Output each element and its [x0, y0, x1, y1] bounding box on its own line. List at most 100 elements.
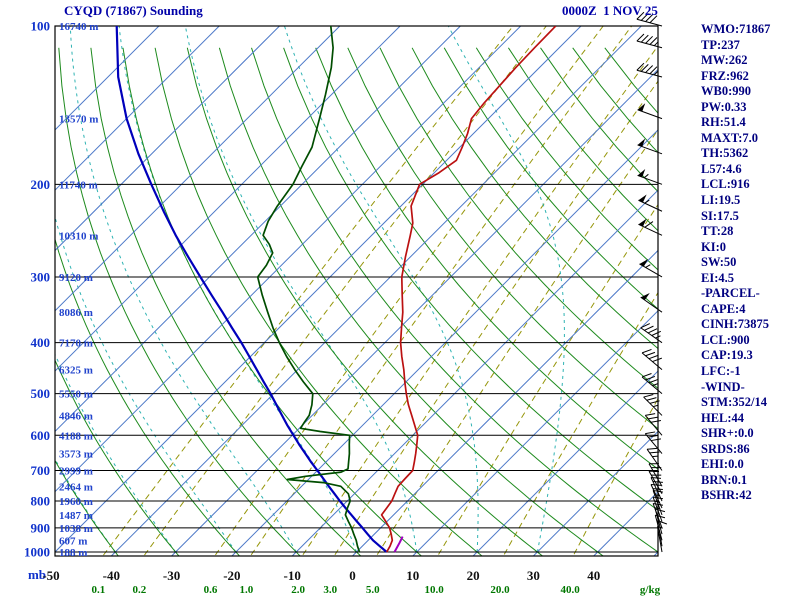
height-label: 6325 m: [59, 365, 93, 377]
mixing-ratio-label: 5.0: [366, 584, 380, 596]
wind-barb-staff: [652, 490, 663, 516]
temp-axis-label: 10: [406, 568, 419, 583]
isotherm-line: [55, 26, 220, 191]
wind-barb-tick: [652, 488, 663, 490]
index-line: L57:4.6: [701, 161, 742, 176]
index-line: PW:0.33: [701, 99, 747, 114]
wind-barb-staff: [656, 526, 663, 553]
pressure-axis-label: 700: [31, 463, 51, 478]
wind-barb-staff: [640, 296, 663, 313]
wind-barb-tick: [640, 34, 649, 43]
wind-barb-tick: [649, 66, 658, 75]
wind-barb-tick: [650, 420, 662, 423]
wind-barb-tick: [652, 481, 663, 483]
wind-barb-tick: [645, 14, 654, 22]
dry-adiabat-line: [55, 459, 119, 556]
wind-barb-staff: [641, 376, 663, 395]
wind-barb-tick: [648, 416, 659, 420]
wind-barb-tick: [648, 354, 659, 360]
height-label: 8086 m: [59, 307, 93, 319]
mixing-ratio-label: 3.0: [323, 584, 337, 596]
wind-barb-staff: [641, 352, 663, 370]
moist-adiabat-line: [55, 353, 177, 553]
pressure-axis-label: 100: [31, 19, 51, 34]
wind-barb-flag: [638, 194, 647, 203]
wind-barb-halftick: [643, 173, 649, 179]
index-line: KI:0: [701, 239, 726, 254]
temp-axis-label: -40: [103, 568, 120, 583]
pressure-axis-label: 800: [31, 494, 51, 509]
pressure-axis-label: 500: [31, 386, 51, 401]
wind-barb-staff: [639, 263, 663, 278]
mixing-ratio-label: 10.0: [425, 584, 445, 596]
wind-barb-tick: [646, 397, 657, 401]
wind-barb-staff: [652, 496, 663, 522]
wind-barb-tick: [647, 328, 658, 334]
wind-barb-tick: [641, 373, 652, 378]
wind-barb-tick: [636, 33, 645, 42]
dry-adiabat-line: [347, 47, 658, 430]
wind-barb-halftick: [644, 199, 650, 204]
mixing-ratio-line: [143, 26, 547, 556]
wind-barb-tick: [641, 348, 652, 354]
wind-barb-staff: [652, 503, 663, 529]
wind-barb-flag: [640, 293, 650, 301]
dry-adiabat-line: [251, 47, 658, 553]
wind-barb-flag: [637, 138, 646, 147]
wind-barb-staff: [654, 515, 663, 541]
plot-frame: [54, 25, 659, 557]
wind-barb-staff: [650, 477, 663, 502]
isotherm-line: [472, 370, 658, 556]
parcel-curve: [115, 26, 388, 553]
wind-barb-halftick: [645, 264, 651, 268]
wind-barb-staff: [637, 174, 663, 185]
background-grid: [55, 26, 658, 556]
moist-adiabat-line: [184, 26, 418, 553]
moist-adiabat-line: [55, 458, 116, 553]
wind-barb-tick: [640, 63, 649, 72]
isotherm-line: [110, 26, 642, 556]
isotherm-line: [533, 430, 658, 556]
index-line: TP:237: [701, 37, 740, 52]
wind-barb-tick: [645, 35, 654, 44]
moist-adiabat-line: [69, 26, 297, 553]
isotherm-line: [171, 68, 658, 556]
index-line: FRZ:962: [701, 68, 749, 83]
pressure-axis-label: 600: [31, 428, 51, 443]
wind-barbs: [636, 11, 668, 553]
wind-barb-tick: [649, 451, 660, 454]
wind-barb-tick: [650, 483, 662, 486]
dry-adiabat-line: [315, 47, 658, 470]
temp-axis-label: -30: [163, 568, 180, 583]
pressure-axis-label: 1000: [24, 545, 50, 560]
height-label: 9120 m: [59, 272, 93, 284]
height-label: 4188 m: [59, 430, 93, 442]
index-line: SI:17.5: [701, 208, 739, 223]
isotherm-line: [55, 26, 160, 131]
index-line: CINH:73875: [701, 317, 770, 332]
index-line: WB0:990: [701, 84, 751, 99]
pressure-axis-label: 900: [31, 520, 51, 535]
height-label: 16740 m: [59, 21, 98, 33]
wind-barb-staff: [636, 18, 663, 27]
wind-barb-tick: [649, 400, 660, 404]
wind-barb-staff: [636, 69, 663, 78]
wind-barb-tick: [643, 393, 654, 398]
index-line: WMO:71867: [701, 22, 771, 36]
wind-barb-staff: [644, 415, 663, 436]
wind-barb-tick: [645, 65, 654, 73]
dry-adiabat-line: [90, 47, 362, 556]
isotherm-line: [55, 26, 401, 372]
index-line: RH:51.4: [701, 115, 746, 130]
height-label: 11740 m: [59, 179, 98, 191]
wind-barb-staff: [636, 40, 663, 49]
wind-barb-tick: [636, 11, 645, 20]
mixing-ratio-line: [572, 397, 658, 556]
wind-barb-tick: [648, 434, 659, 438]
temperature-curve: [380, 26, 557, 553]
pressure-axis-label: 200: [31, 177, 51, 192]
height-label: 7170 m: [59, 338, 93, 350]
index-line: LFC:-1: [701, 364, 741, 379]
wind-barb-tick: [650, 438, 662, 442]
